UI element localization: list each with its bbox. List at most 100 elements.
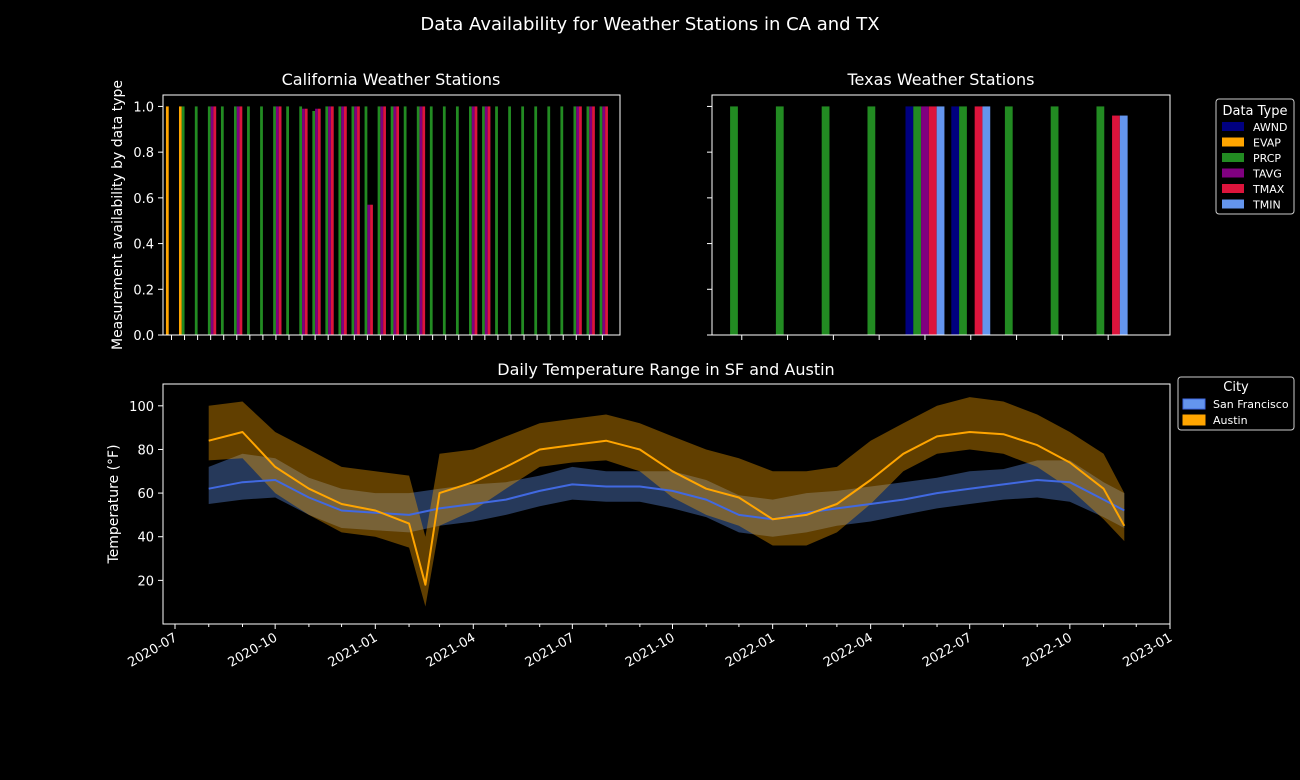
tx-bar-prcp: [867, 106, 876, 335]
ca-bar-prcp: [181, 106, 185, 335]
ca-bar-prcp: [586, 106, 590, 335]
legend-swatch-tavg: [1222, 168, 1244, 178]
legend-swatch-tmin: [1222, 199, 1244, 209]
ca-y-tick-label: 0.6: [133, 192, 154, 207]
ca-bar-prcp: [260, 106, 263, 335]
ca-bar-tavg: [354, 106, 358, 335]
temp-avg-lines: [208, 431, 1126, 586]
ca-bar-tmax: [213, 106, 217, 335]
ca-x-ticks: [170, 335, 603, 340]
temp-panel-title: Daily Temperature Range in SF and Austin: [497, 360, 834, 379]
legend-label-tmin: TMIN: [1252, 199, 1281, 212]
tx-bar-prcp: [1096, 106, 1105, 335]
data-type-legend-items: AWND EVAP PRCP TAVG TMAX TMIN: [1222, 121, 1288, 212]
tx-bars: [730, 106, 1128, 335]
ca-bar-prcp: [495, 106, 498, 335]
legend-label-tmax: TMAX: [1252, 183, 1285, 196]
ca-y-tick-label: 0.4: [133, 238, 154, 253]
ca-bar-prcp: [469, 106, 472, 335]
legend-swatch-prcp: [1222, 153, 1244, 162]
ca-y-tick-label: 0.2: [133, 283, 154, 298]
temp-plot-frame: [162, 383, 1171, 625]
ca-bar-tmax: [422, 106, 426, 335]
city-legend: City San Francisco Austin: [1177, 376, 1295, 431]
city-legend-title: City: [1223, 380, 1249, 395]
tx-bar-tmin: [982, 106, 991, 335]
temp-band-san-francisco: [208, 453, 1125, 537]
legend-label-prcp: PRCP: [1253, 152, 1281, 165]
ca-bar-prcp: [521, 106, 525, 335]
ca-bar-tavg: [302, 108, 305, 335]
ca-bar-tavg: [419, 106, 423, 335]
city-legend-box: [1177, 376, 1295, 431]
ca-bar-prcp: [194, 106, 198, 335]
ca-bar-prcp: [286, 106, 290, 335]
ca-bar-prcp: [351, 106, 355, 335]
legend-swatch-tmax: [1222, 184, 1244, 193]
ca-bar-prcp: [573, 106, 577, 335]
ca-bar-tmax: [344, 106, 347, 335]
ca-bar-tmax: [592, 106, 595, 335]
ca-bar-prcp: [508, 106, 511, 335]
tx-bar-prcp: [959, 106, 967, 335]
tx-bar-prcp: [730, 106, 738, 335]
temp-y-ticks: 20 40 60 80 100: [129, 400, 163, 589]
figure-title: Data Availability for Weather Stations i…: [420, 14, 879, 35]
city-legend-swatch-austin: [1182, 414, 1206, 426]
legend-swatch-awnd: [1222, 122, 1244, 131]
ca-bar-prcp: [534, 106, 538, 335]
ca-bar-prcp: [364, 106, 368, 335]
ca-ylabel: Measurement availability by data type: [110, 80, 126, 350]
data-type-legend-title: Data Type: [1222, 104, 1287, 119]
tx-bar-tmax: [1112, 115, 1120, 335]
ca-bar-tmax: [357, 106, 360, 335]
ca-bar-tavg: [576, 106, 580, 335]
ca-plot-frame: [162, 94, 621, 336]
ca-bar-tavg: [275, 106, 279, 335]
ca-bar-tmax: [317, 108, 321, 335]
tx-panel: Texas Weather Stations: [707, 70, 1171, 340]
tx-bar-prcp: [821, 106, 830, 335]
ca-bar-prcp: [599, 106, 603, 335]
tx-y-ticks: [707, 105, 712, 336]
ca-panel-title: California Weather Stations: [282, 70, 501, 89]
ca-panel: California Weather Stations Measurement …: [110, 70, 621, 350]
tx-bar-awnd: [905, 106, 914, 335]
ca-bar-tavg: [380, 106, 384, 335]
ca-bar-tmax: [330, 106, 334, 335]
ca-bar-tavg: [341, 106, 345, 335]
temp-ylabel: Temperature (°F): [106, 444, 122, 564]
ca-bar-prcp: [273, 106, 276, 335]
city-legend-label-san-francisco: San Francisco: [1213, 398, 1289, 411]
temp-y-tick-label: 100: [129, 400, 154, 415]
ca-bar-tmax: [487, 106, 491, 335]
ca-bar-tavg: [471, 106, 475, 335]
temp-line-austin: [208, 431, 1126, 586]
ca-bar-prcp: [455, 106, 459, 335]
ca-bar-prcp: [247, 106, 250, 335]
ca-bar-evap: [178, 106, 182, 335]
temp-y-tick-label: 60: [137, 487, 154, 502]
tx-x-ticks: [741, 335, 1109, 340]
legend-label-tavg: TAVG: [1252, 168, 1282, 181]
legend-swatch-evap: [1222, 137, 1244, 147]
temp-band-austin: [208, 397, 1125, 607]
ca-bar-tmax: [370, 204, 373, 335]
ca-bar-tmax: [605, 106, 608, 335]
ca-bar-tmax: [474, 106, 478, 335]
ca-bar-tavg: [315, 108, 318, 335]
legend-label-awnd: AWND: [1253, 121, 1288, 134]
tx-bar-tmax: [928, 106, 937, 335]
ca-bar-prcp: [325, 106, 329, 335]
ca-bar-prcp: [442, 106, 446, 335]
ca-bar-tavg: [328, 106, 331, 335]
ca-bar-prcp: [403, 106, 407, 335]
ca-y-tick-label: 0.0: [133, 329, 154, 344]
temp-y-tick-label: 20: [137, 574, 154, 589]
tx-bar-tmax: [974, 106, 983, 335]
ca-bar-prcp: [416, 106, 420, 335]
ca-y-tick-label: 0.8: [133, 146, 154, 161]
temp-range-bands: [208, 397, 1125, 607]
ca-bar-prcp: [377, 106, 381, 335]
